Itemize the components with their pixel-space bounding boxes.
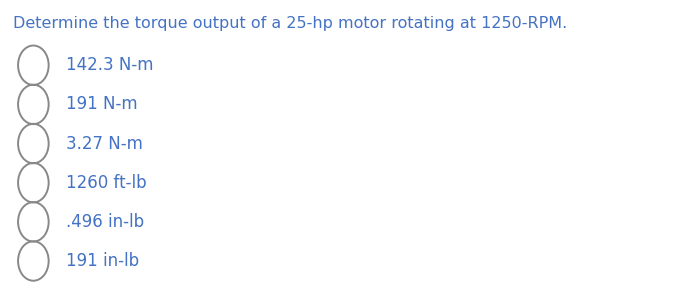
Text: 3.27 N-m: 3.27 N-m [66,135,143,153]
Text: 191 in-lb: 191 in-lb [66,252,139,270]
Text: 142.3 N-m: 142.3 N-m [66,56,154,74]
Text: 191 N-m: 191 N-m [66,95,138,113]
Text: .496 in-lb: .496 in-lb [66,213,144,231]
Text: Determine the torque output of a 25-hp motor rotating at 1250-RPM.: Determine the torque output of a 25-hp m… [13,16,566,31]
Text: 1260 ft-lb: 1260 ft-lb [66,174,147,192]
